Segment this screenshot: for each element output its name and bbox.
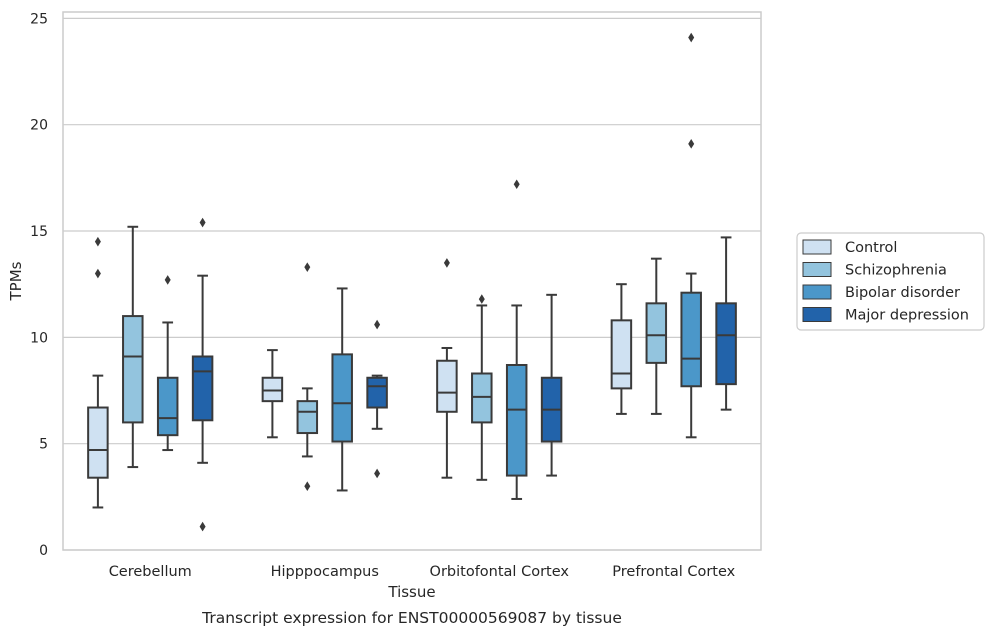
- box-3-0: [610, 283, 633, 415]
- x-tick-label: Prefrontal Cortex: [612, 564, 735, 580]
- box-iqr: [645, 302, 668, 364]
- box-1-2: [331, 287, 353, 492]
- y-tick-label: 0: [39, 543, 48, 559]
- box-1-1: [296, 262, 319, 492]
- outlier-point: [374, 468, 381, 479]
- boxes: [87, 32, 737, 532]
- chart-caption: Transcript expression for ENST0000056908…: [201, 609, 622, 627]
- box-2-1: [471, 294, 493, 481]
- box-3-1: [645, 257, 668, 415]
- box-0-0: [87, 236, 109, 509]
- box-iqr: [610, 319, 633, 390]
- y-tick-label: 25: [30, 11, 48, 27]
- box-1-0: [261, 349, 284, 439]
- outlier-point: [94, 236, 101, 247]
- legend-label: Control: [845, 240, 897, 256]
- legend: Control Schizophrenia Bipolar disorder Majo…: [796, 232, 985, 331]
- x-tick-label: Hipppocampus: [271, 564, 379, 580]
- box-iqr: [296, 400, 319, 435]
- box-iqr: [156, 376, 179, 437]
- y-tick-label: 5: [39, 437, 48, 453]
- y-tick-label: 20: [30, 118, 48, 134]
- box-3-2: [680, 32, 702, 439]
- y-tick-label: 10: [30, 330, 48, 346]
- box-iqr: [191, 355, 214, 422]
- legend-swatch: [802, 239, 832, 255]
- box-iqr: [680, 291, 702, 388]
- x-tick-label: Orbitofontal Cortex: [430, 564, 570, 580]
- box-iqr: [122, 315, 144, 424]
- box-2-0: [436, 258, 458, 479]
- box-iqr: [471, 372, 493, 424]
- legend-label: Major depression: [845, 308, 969, 324]
- legend-swatch: [802, 262, 832, 277]
- box-1-3: [366, 319, 388, 479]
- box-iqr: [331, 353, 353, 443]
- legend-swatch: [802, 307, 832, 322]
- outlier-point: [164, 275, 171, 285]
- x-tick-labels: Cerebellum Hipppocampus Orbitofontal Corte…: [109, 564, 736, 580]
- y-tick-labels: 0 5 10 15 20 25: [30, 11, 48, 559]
- box-iqr: [261, 376, 284, 403]
- box-3-3: [715, 236, 737, 411]
- box-2-3: [540, 293, 563, 477]
- outlier-point: [688, 32, 695, 43]
- box-2-2: [505, 179, 528, 500]
- outlier-point: [94, 268, 101, 279]
- y-tick-label: 15: [30, 224, 48, 240]
- legend-label: Schizophrenia: [845, 263, 947, 279]
- outlier-point: [304, 481, 311, 492]
- outlier-point: [199, 217, 206, 228]
- outlier-point: [443, 258, 450, 268]
- box-iqr: [87, 406, 109, 479]
- x-axis-label: Tissue: [387, 583, 435, 601]
- box-iqr: [366, 376, 388, 409]
- outlier-point: [374, 319, 381, 330]
- outlier-point: [478, 294, 485, 304]
- box-0-2: [156, 275, 179, 452]
- outlier-point: [513, 179, 520, 190]
- legend-frame: [796, 232, 985, 331]
- box-iqr: [715, 302, 737, 386]
- box-0-3: [191, 217, 214, 532]
- x-tick-label: Cerebellum: [109, 564, 192, 580]
- legend-swatch: [802, 284, 832, 300]
- box-0-1: [122, 225, 144, 469]
- outlier-point: [688, 139, 695, 149]
- y-axis-label: TPMs: [7, 261, 25, 301]
- outlier-point: [304, 262, 311, 272]
- box-iqr: [436, 359, 458, 413]
- outlier-point: [199, 521, 206, 532]
- legend-label: Bipolar disorder: [845, 285, 960, 301]
- plot-frame: [62, 11, 762, 551]
- box-iqr: [505, 363, 528, 477]
